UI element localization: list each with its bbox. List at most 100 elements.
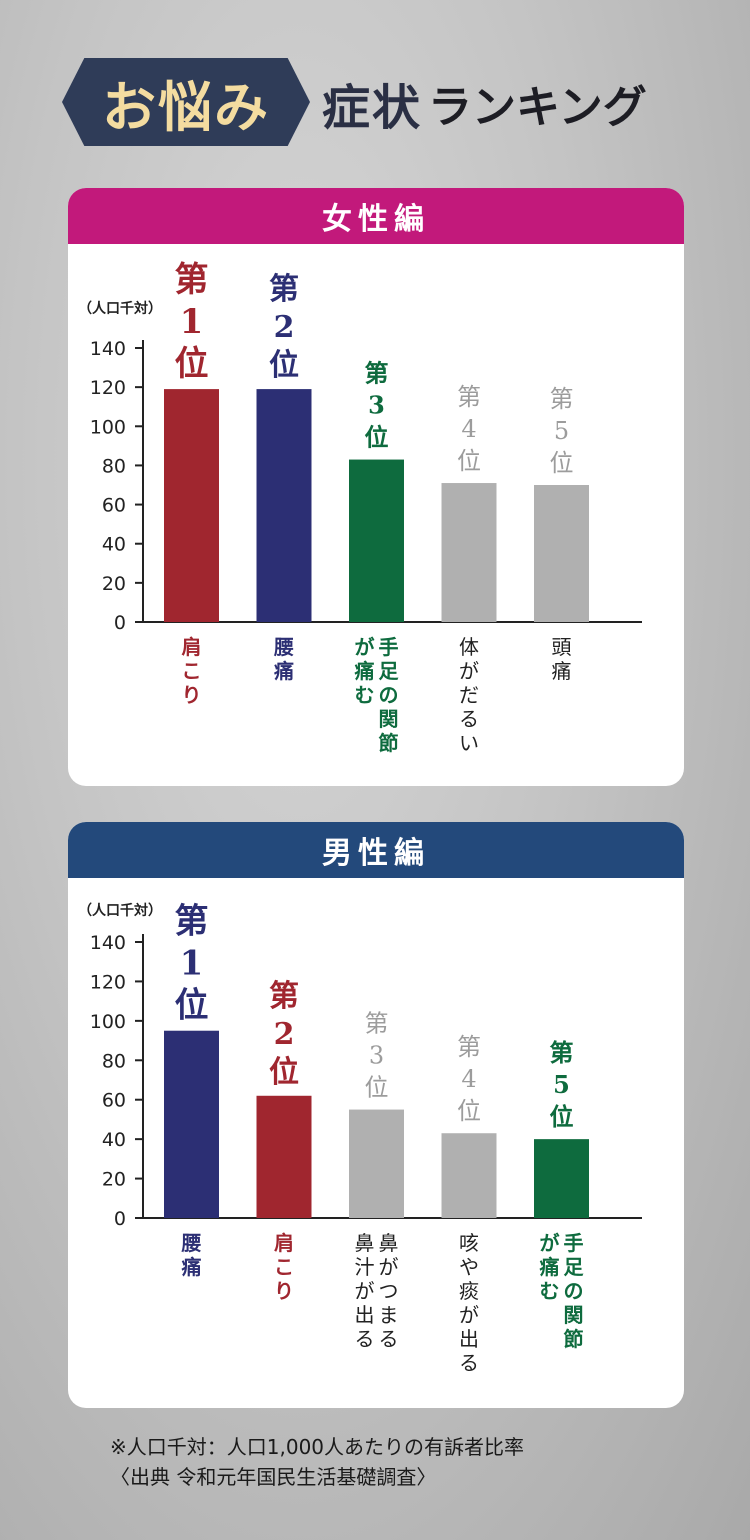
footnote-definition: ※人口千対：人口1,000人あたりの有訴者比率 — [110, 1435, 525, 1459]
rank-label-char: 位 — [175, 986, 209, 1026]
category-label-char: の — [564, 1279, 584, 1303]
rank-label-char: 位 — [457, 447, 481, 475]
rank-label-char: 第 — [550, 1038, 574, 1067]
category-label-char: 痛 — [540, 1255, 560, 1279]
category-label-char: 痰 — [459, 1279, 479, 1303]
rank-label-char: 位 — [550, 1102, 574, 1131]
title-strong: 症状 — [322, 80, 423, 136]
footnote-source: 〈出典 令和元年国民生活基礎調査〉 — [110, 1465, 437, 1489]
category-label-char: が — [540, 1231, 560, 1255]
rank-label-char: 第 — [269, 272, 299, 307]
rank-label-char: 1 — [180, 944, 204, 984]
category-label-char: 手 — [564, 1231, 584, 1255]
category-label-char: こ — [274, 1255, 294, 1279]
category-label-char: 痛 — [274, 659, 294, 683]
rank-label-char: 2 — [274, 310, 295, 345]
category-label-char: 汁 — [355, 1255, 375, 1279]
rank-label-char: 位 — [365, 1074, 389, 1102]
category-label-char: り — [274, 1279, 294, 1303]
bar-1 — [164, 389, 219, 622]
y-tick-label: 100 — [90, 1011, 126, 1033]
y-tick-label: 40 — [102, 1129, 126, 1151]
y-tick-label: 60 — [102, 495, 126, 517]
bar-2 — [256, 389, 312, 622]
rank-label-char: 第 — [269, 979, 299, 1014]
rank-label-char: 位 — [175, 344, 209, 384]
category-label-char: り — [182, 683, 202, 707]
category-label-char: だ — [459, 683, 479, 707]
category-label-char: る — [459, 1351, 479, 1375]
page-title: 症状 ランキング — [322, 68, 647, 138]
category-label-char: 鼻 — [379, 1231, 399, 1255]
category-label-char: 体 — [459, 635, 479, 659]
footnote: ※人口千対：人口1,000人あたりの有訴者比率 〈出典 令和元年国民生活基礎調査… — [110, 1432, 710, 1492]
bar-2 — [256, 1095, 312, 1218]
category-label-char: 頭 — [552, 635, 572, 659]
bar-5 — [534, 1139, 589, 1218]
category-label-char: む — [355, 683, 375, 707]
rank-label-char: 第 — [175, 260, 209, 300]
category-label-char: む — [540, 1279, 560, 1303]
category-label-char: 咳 — [459, 1231, 479, 1255]
category-label-char: 関 — [564, 1303, 584, 1327]
page-header: お悩み 症状 ランキング — [0, 0, 750, 175]
category-label-char: や — [459, 1255, 479, 1279]
rank-label-char: 位 — [365, 423, 389, 452]
rank-label-char: 2 — [274, 1017, 295, 1052]
category-label-char: こ — [182, 659, 202, 683]
category-label-char: 出 — [355, 1303, 375, 1327]
men-chart-panel: 男性編 （人口千対） 0 20 40 60 80 100 120 140 第 1 位腰痛第 2 位肩こり第… — [68, 822, 684, 1408]
category-label-char: 腰 — [273, 635, 294, 659]
y-tick-label: 40 — [102, 534, 126, 556]
category-label-char: つ — [379, 1279, 399, 1303]
y-tick-label: 80 — [102, 1050, 126, 1072]
rank-label-char: 3 — [368, 391, 385, 420]
bar-5 — [534, 485, 589, 622]
rank-label-char: 第 — [175, 902, 209, 942]
bar-3 — [349, 459, 404, 622]
category-label-char: が — [355, 1279, 375, 1303]
category-label-char: 痛 — [355, 659, 375, 683]
rank-label-char: 第 — [365, 359, 389, 388]
bar-4 — [441, 483, 497, 622]
rank-label-char: 4 — [461, 415, 476, 443]
category-label-char: 節 — [379, 731, 399, 755]
y-tick-label: 0 — [114, 612, 126, 634]
category-label-char: が — [355, 635, 375, 659]
rank-label-char: 位 — [457, 1097, 481, 1125]
rank-label-char: 第 — [365, 1010, 389, 1038]
title-sub: ランキング — [428, 82, 647, 133]
rank-label-char: 第 — [550, 385, 574, 413]
rank-label-char: 位 — [550, 449, 574, 477]
category-label-char: 手 — [379, 635, 399, 659]
category-label-char: 鼻 — [355, 1231, 375, 1255]
men-bar-chart: （人口千対）020406080100120140第1位腰痛第2位肩こり第3位鼻が… — [78, 902, 642, 1375]
category-label-char: 足 — [564, 1255, 585, 1279]
category-label-char: 足 — [379, 659, 400, 683]
y-tick-label: 20 — [102, 1169, 126, 1191]
category-label-char: る — [459, 707, 479, 731]
y-tick-label: 100 — [90, 416, 126, 438]
category-label-char: ま — [379, 1303, 399, 1327]
category-label-char: 肩 — [274, 1231, 294, 1255]
y-tick-label: 0 — [114, 1208, 126, 1230]
category-label-char: い — [459, 731, 479, 755]
rank-label-char: 3 — [369, 1042, 384, 1070]
y-tick-label: 80 — [102, 455, 126, 477]
category-label-char: 痛 — [182, 1255, 202, 1279]
category-label-char: 肩 — [182, 635, 202, 659]
category-label-char: が — [459, 1303, 479, 1327]
y-tick-label: 140 — [90, 932, 126, 954]
rank-label-char: 1 — [180, 302, 204, 342]
category-label-char: 関 — [379, 707, 399, 731]
bar-4 — [441, 1133, 497, 1218]
category-label-char: が — [459, 659, 479, 683]
women-chart-title: 女性編 — [68, 188, 684, 244]
rank-label-char: 第 — [457, 383, 481, 411]
category-label-char: る — [379, 1327, 399, 1351]
rank-label-char: 5 — [553, 1070, 570, 1099]
rank-label-char: 位 — [269, 348, 299, 383]
women-bar-chart: （人口千対）020406080100120140第1位肩こり第2位腰痛第3位手足… — [78, 260, 642, 755]
men-chart-title: 男性編 — [68, 822, 684, 878]
rank-label-char: 位 — [269, 1055, 299, 1090]
